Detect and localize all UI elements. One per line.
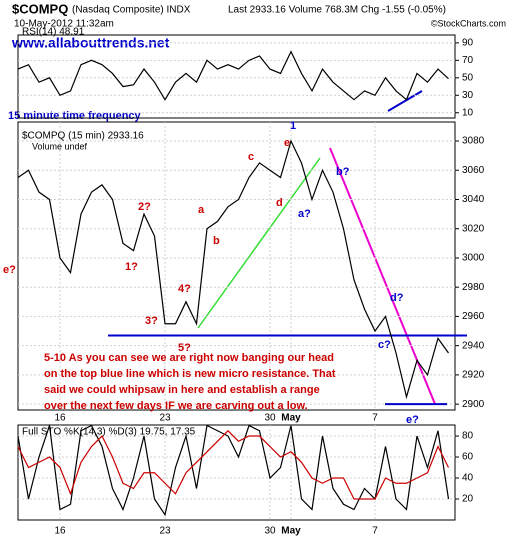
data-line [17,50,449,101]
wave-label: e? [3,264,16,276]
trend-line [197,157,321,329]
y-tick-label: 2920 [462,370,485,381]
wave-label: a [198,204,205,216]
y-tick-label: 30 [462,90,474,101]
wave-label: e? [406,414,419,426]
commentary-line: on the top blue line which is new micro … [44,368,336,380]
wave-label: c? [378,339,391,351]
y-tick-label: 10 [462,107,474,118]
panel-subtitle: Volume undef [32,141,88,151]
y-tick-label: 3020 [462,223,485,234]
y-tick-label: 3040 [462,194,485,205]
data-line [17,139,449,400]
commentary-line: said we could whipsaw in here and establ… [44,384,320,396]
wave-label: c [248,151,254,163]
panel [17,34,456,119]
frequency: 15 minute time frequency [8,110,142,122]
x-tick-label: 23 [159,526,171,537]
x-tick-label: 23 [159,413,171,424]
symbol: $COMPQ [12,1,68,16]
panel-title: Full STO %K(14,3) %D(3) 19.75, 17.35 [22,427,196,438]
symbol-name: (Nasdaq Composite) INDX [72,5,191,16]
data-line [17,429,450,500]
wave-label: b? [336,166,350,178]
wave-label: d [276,197,283,209]
y-tick-label: 2940 [462,340,485,351]
wave-label: 5? [178,342,191,354]
quote: Last 2933.16 Volume 768.3M Chg -1.55 (-0… [228,5,446,16]
wave-label: a? [298,208,311,220]
wave-label: d? [390,292,404,304]
y-tick-label: 3000 [462,253,485,264]
x-tick-label: 16 [54,413,66,424]
y-tick-label: 2960 [462,311,485,322]
wave-label: 4? [178,283,191,295]
wave-label: b [213,235,220,247]
trend-line [387,90,423,112]
y-tick-label: 70 [462,55,474,66]
x-tick-label: 7 [372,413,378,424]
y-tick-label: 2980 [462,282,485,293]
data-line [17,424,450,517]
y-tick-label: 2900 [462,399,485,410]
x-tick-label: 7 [372,526,378,537]
wave-label: 1? [125,261,138,273]
y-tick-label: 50 [462,72,474,83]
panel-title: $COMPQ (15 min) 2933.16 [22,131,144,142]
y-tick-label: 40 [462,473,474,484]
y-tick-label: 3060 [462,165,485,176]
y-tick-label: 90 [462,38,474,49]
panel [17,424,456,521]
x-tick-label: May [281,413,301,424]
wave-label: 2? [138,201,151,213]
wave-label: 1 [290,120,296,132]
wave-label: 3? [145,315,158,327]
x-tick-label: May [281,526,301,537]
x-tick-label: 30 [264,526,276,537]
panel [17,121,456,411]
x-tick-label: 16 [54,526,66,537]
y-tick-label: 3080 [462,136,485,147]
x-tick-label: 30 [264,413,276,424]
source: ©StockCharts.com [431,18,506,28]
commentary-line: over the next few days IF we are carving… [44,400,308,412]
wave-label: e [284,137,290,149]
y-tick-label: 60 [462,452,474,463]
y-tick-label: 80 [462,431,474,442]
panel-title: RSI(14) 48.91 [22,27,85,38]
y-tick-label: 20 [462,494,474,505]
commentary-line: 5-10 As you can see we are right now ban… [44,352,334,364]
date: 10-May-2012 11:32am [14,19,114,30]
